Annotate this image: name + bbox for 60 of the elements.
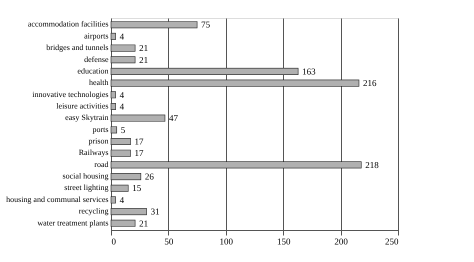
x-tick-label: 100 — [220, 236, 234, 246]
bar — [110, 196, 116, 204]
y-tick-label: recycling — [78, 206, 108, 216]
y-tick-label: education — [77, 66, 108, 76]
bar — [110, 102, 116, 110]
data-label: 15 — [132, 183, 142, 194]
data-label: 31 — [150, 206, 160, 217]
data-label: 21 — [139, 218, 148, 228]
data-label: 26 — [144, 172, 154, 182]
data-label: 4 — [120, 90, 125, 100]
y-tick-label: airports — [84, 31, 108, 40]
y-tick-label: leisure activities — [56, 101, 108, 110]
y-tick-label: ports — [92, 124, 108, 134]
y-tick-label: social housing — [62, 172, 108, 181]
bar — [110, 161, 362, 168]
data-label: 216 — [362, 78, 377, 88]
data-label: 163 — [302, 66, 316, 76]
y-tick-label: road — [94, 160, 108, 169]
y-tick-label: easy Skytrain — [65, 113, 108, 122]
x-tick-label: 150 — [276, 236, 291, 246]
y-tick-label: accommodation facilities — [28, 20, 108, 29]
bar — [110, 184, 129, 192]
x-tick-label: 0 — [112, 236, 116, 246]
y-tick-label: health — [88, 78, 108, 88]
y-tick-label: housing and communal services — [6, 194, 108, 204]
bar — [110, 114, 166, 122]
data-label: 4 — [120, 194, 125, 205]
bar — [110, 68, 298, 75]
bar — [110, 32, 116, 40]
y-tick-label: innovative technologies — [32, 90, 108, 99]
data-label: 17 — [134, 148, 144, 158]
y-tick-label: water treatment plants — [37, 218, 108, 228]
bar — [110, 220, 136, 227]
data-label: 17 — [134, 136, 144, 147]
bar — [110, 138, 131, 146]
y-tick-label: street lighting — [64, 183, 108, 192]
bar — [110, 44, 136, 52]
y-tick-label: Railways — [78, 148, 108, 158]
y-tick-label: bridges and tunnels — [46, 43, 108, 52]
bar — [110, 150, 131, 157]
y-tick-label: prison — [88, 136, 108, 146]
data-label: 21 — [139, 54, 148, 65]
y-tick-label: defense — [84, 54, 109, 64]
bar — [110, 56, 136, 64]
data-label: 21 — [139, 43, 148, 54]
bar — [110, 126, 118, 134]
data-label: 5 — [120, 124, 126, 135]
data-label: 218 — [365, 160, 380, 170]
x-tick-label: 250 — [385, 236, 399, 246]
bar — [110, 21, 198, 28]
x-tick-label: 50 — [164, 236, 174, 246]
data-label: 47 — [168, 113, 178, 124]
bar — [110, 208, 147, 216]
bar — [110, 91, 116, 98]
x-tick-label: 200 — [334, 236, 348, 246]
data-label: 4 — [120, 101, 125, 112]
bar — [110, 80, 360, 87]
bar — [110, 173, 142, 180]
data-label: 75 — [201, 20, 211, 30]
data-label: 4 — [120, 31, 125, 42]
